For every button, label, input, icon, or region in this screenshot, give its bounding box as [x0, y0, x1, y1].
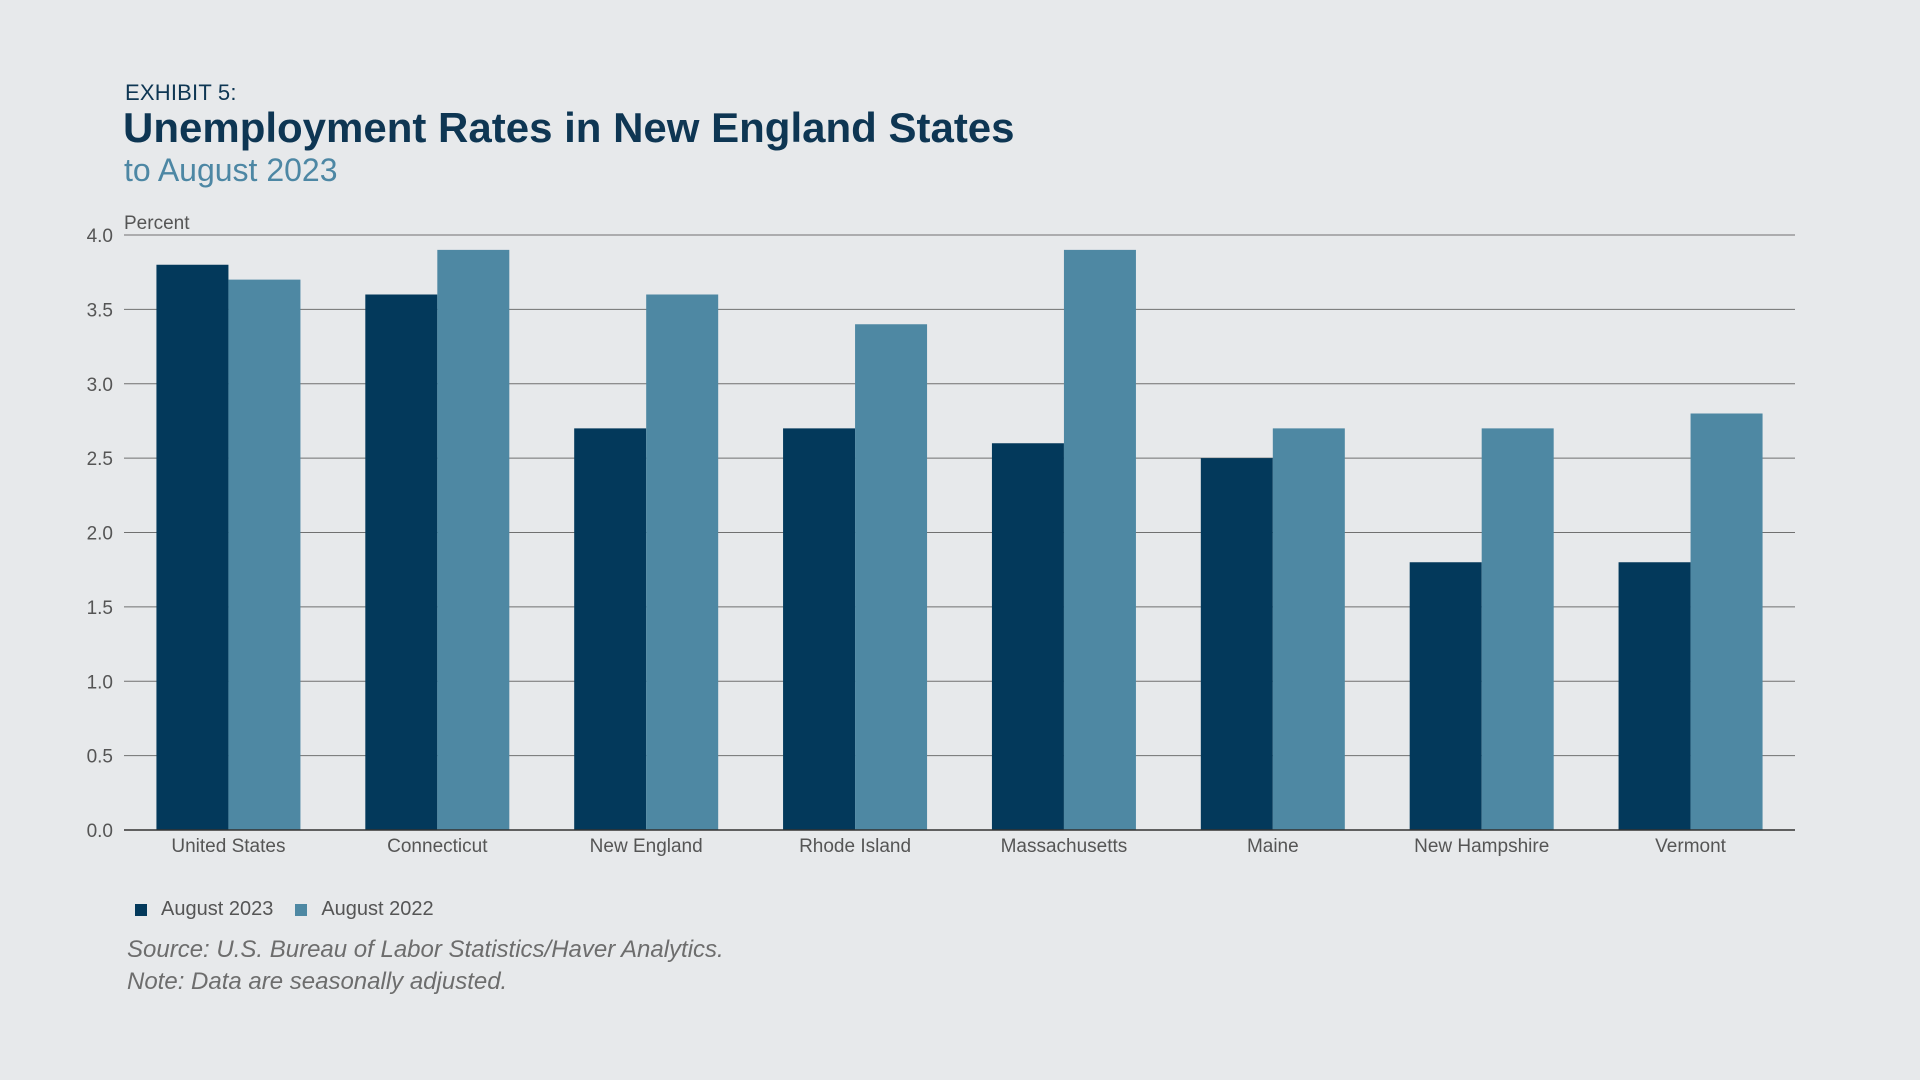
- legend-swatch-august-2022: [295, 903, 308, 916]
- chart-subtitle: to August 2023: [124, 152, 338, 188]
- y-tick-label: 2.0: [87, 524, 113, 545]
- legend-item-august-2023: August 2023: [135, 898, 273, 921]
- data-note: Note: Data are seasonally adjusted.: [127, 968, 508, 995]
- y-tick-label: 0.0: [87, 821, 113, 842]
- x-tick-label: Maine: [1247, 836, 1299, 857]
- bar-august-2022-new-hampshire: [1481, 428, 1554, 830]
- bar-august-2023-massachusetts: [991, 443, 1064, 830]
- bar-august-2022-new-england: [646, 294, 719, 830]
- bar-august-2022-vermont: [1690, 413, 1763, 830]
- y-tick-label: 2.5: [87, 449, 113, 470]
- x-tick-label: Massachusetts: [1001, 836, 1128, 857]
- y-tick-label: 1.0: [87, 672, 113, 693]
- bar-august-2022-rhode-island: [855, 324, 928, 830]
- y-tick-label: 3.0: [87, 375, 113, 396]
- bar-august-2022-maine: [1272, 428, 1345, 830]
- x-tick-label: Rhode Island: [799, 836, 911, 857]
- bar-august-2023-connecticut: [365, 294, 438, 830]
- x-tick-label: New Hampshire: [1414, 836, 1549, 857]
- bar-august-2023-new-hampshire: [1409, 562, 1482, 830]
- y-tick-label: 0.5: [87, 747, 113, 768]
- legend-label-august-2022: August 2022: [321, 898, 434, 920]
- bars: [156, 249, 1763, 830]
- y-axis-label: Percent: [124, 213, 190, 234]
- chart-title: Unemployment Rates in New England States: [123, 104, 1015, 151]
- exhibit-label: EXHIBIT 5:: [125, 80, 237, 105]
- legend: August 2023 August 2022: [135, 898, 456, 921]
- x-axis-ticks: United States Connecticut New England Rhode…: [171, 836, 1726, 857]
- bar-august-2023-rhode-island: [783, 428, 856, 830]
- bar-august-2022-connecticut: [437, 249, 510, 830]
- legend-label-august-2023: August 2023: [161, 898, 274, 920]
- x-tick-label: Vermont: [1655, 836, 1726, 857]
- y-tick-label: 1.5: [87, 598, 113, 619]
- x-tick-label: New England: [590, 836, 703, 857]
- bar-august-2022-massachusetts: [1063, 249, 1136, 830]
- bar-august-2022-united-states: [228, 279, 301, 830]
- bar-august-2023-new-england: [574, 428, 647, 830]
- bar-chart: 0.0 0.5 1.0 1.5 2.0 2.5 3.0 3.5 4.0 United State…: [87, 213, 1795, 857]
- legend-swatch-august-2023: [135, 903, 147, 916]
- legend-item-august-2022: August 2022: [295, 898, 434, 921]
- y-tick-label: 3.5: [87, 300, 113, 321]
- x-tick-label: United States: [171, 836, 285, 857]
- y-axis-ticks: 0.0 0.5 1.0 1.5 2.0 2.5 3.0 3.5 4.0: [87, 226, 113, 842]
- bar-august-2023-maine: [1200, 458, 1273, 830]
- y-tick-label: 4.0: [87, 226, 113, 247]
- source-note: Source: U.S. Bureau of Labor Statistics/…: [127, 936, 724, 963]
- x-tick-label: Connecticut: [387, 836, 488, 857]
- bar-august-2023-united-states: [156, 264, 229, 830]
- bar-august-2023-vermont: [1618, 562, 1691, 830]
